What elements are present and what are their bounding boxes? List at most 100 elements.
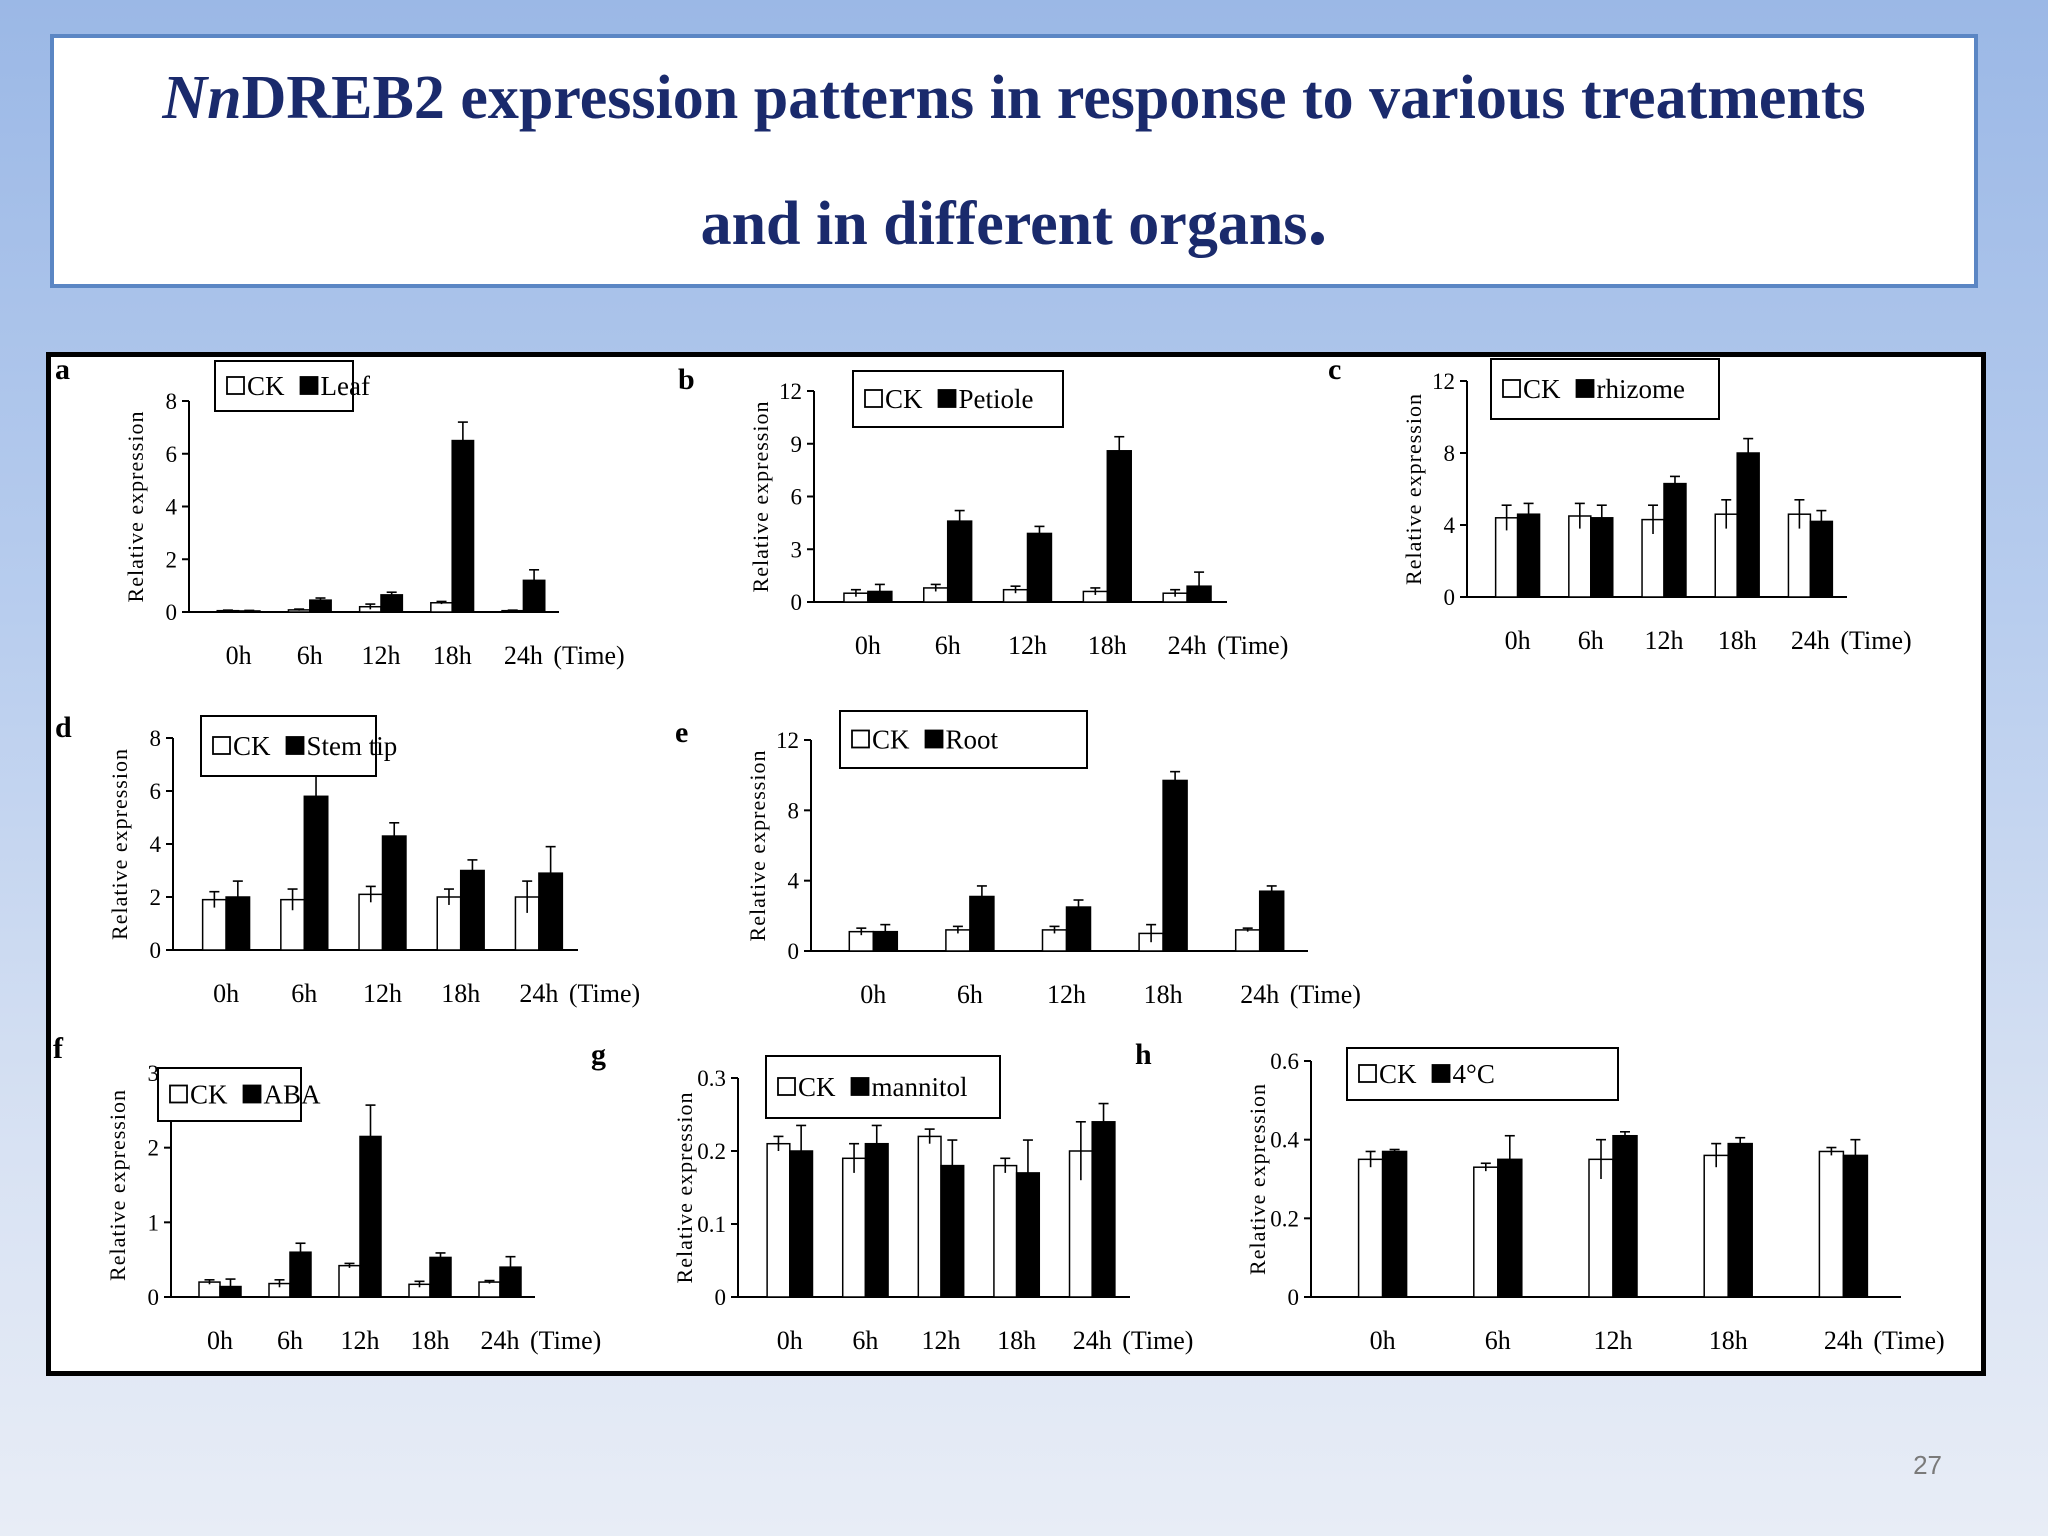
panel-d-y-tick-label: 6 — [150, 779, 162, 804]
panel-e-legend-swatch-ck — [851, 729, 870, 749]
panel-d-legend-swatch-ck — [212, 736, 231, 755]
panel-d-bar-treatment — [381, 835, 407, 951]
panel-e-x-tick-label: 12h — [1047, 980, 1086, 1009]
panel-f-legend-swatch-treatment — [242, 1084, 262, 1104]
panel-a-x-tick-label: 0h — [226, 641, 252, 670]
panel-b-y-axis-title: Relative expression — [748, 401, 773, 593]
panel-c-bar-treatment — [1736, 452, 1760, 598]
panel-a: a 0 2 4 6 8 Relative expression 0h 6h 12h 18h 24h (T… — [55, 357, 625, 670]
panel-g-letter: g — [591, 1038, 606, 1071]
panel-c-y-axis-title: Relative expression — [1401, 393, 1426, 585]
panel-e-y-axis-title: Relative expression — [745, 750, 770, 942]
panel-c-legend-label-ck: CK — [1523, 374, 1561, 404]
panel-e-x-tick-label: 18h — [1144, 980, 1183, 1009]
panel-h-x-tick-label: 18h — [1709, 1326, 1748, 1355]
panel-c-y-tick-label: 4 — [1444, 513, 1456, 538]
panel-d: d 0 2 4 6 8 Relative expression 0h 6h 12h 18h 24h (T… — [55, 711, 640, 1008]
panel-d-y-tick-label: 8 — [150, 726, 162, 751]
panel-d-x-tick-label: 12h — [363, 979, 402, 1008]
panel-f-x-tick-label: 6h — [277, 1326, 303, 1355]
panel-d-y-tick-label: 4 — [150, 832, 162, 857]
panel-g-bar-ck — [993, 1164, 1018, 1298]
panel-g-y-tick-label: 0.3 — [697, 1066, 726, 1091]
panel-f-x-tick-label: 18h — [411, 1326, 450, 1355]
panel-f-y-tick-label: 3 — [148, 1061, 160, 1086]
panel-b-bar-treatment — [1026, 532, 1053, 603]
panel-e-y-tick-label: 4 — [788, 869, 800, 894]
panel-g-y-tick-label: 0 — [715, 1285, 727, 1310]
panel-h-bar-ck — [1703, 1154, 1729, 1298]
panel-d-x-tick-label: 0h — [213, 979, 239, 1008]
panel-g-bar-ck — [841, 1157, 867, 1298]
title-gene-prefix: Nn — [162, 64, 242, 132]
panel-e-bar-ck — [1234, 929, 1261, 952]
panel-a-letter: a — [55, 357, 70, 386]
panel-g-x-tick-label: 12h — [922, 1326, 961, 1355]
panel-a-y-axis-title: Relative expression — [123, 411, 148, 603]
panel-a-y-tick-label: 6 — [166, 442, 178, 467]
title-line-1: NnDREB2 expression patterns in response … — [162, 38, 1865, 158]
panel-c-y-tick-label: 8 — [1444, 441, 1456, 466]
panel-b-x-axis-title: (Time) — [1217, 631, 1288, 660]
panel-g-legend-swatch-ck — [777, 1077, 796, 1096]
panel-h-bar-ck — [1357, 1158, 1384, 1298]
panel-g-y-tick-label: 0.2 — [697, 1139, 726, 1164]
panel-a-y-tick-label: 4 — [166, 495, 178, 520]
panel-b-y-tick-label: 12 — [779, 379, 802, 404]
panel-b-x-tick-label: 12h — [1008, 631, 1047, 660]
panel-e-bar-treatment — [1258, 890, 1285, 952]
panel-b-legend-label-ck: CK — [885, 384, 923, 414]
panel-a-bar-treatment — [451, 439, 475, 613]
panel-a-y-tick-label: 8 — [166, 389, 178, 414]
panel-a-x-tick-label: 6h — [297, 641, 323, 670]
panel-b-letter: b — [678, 363, 695, 396]
panel-a-x-tick-label: 18h — [433, 641, 472, 670]
slide-number: 27 — [1913, 1450, 1942, 1480]
panel-f-legend-label-treatment: ABA — [264, 1080, 322, 1110]
panel-f-x-tick-label: 12h — [341, 1326, 380, 1355]
panel-f-legend-label-ck: CK — [190, 1080, 228, 1110]
panel-a-bar-ck — [430, 602, 453, 613]
panel-e-x-tick-label: 6h — [957, 980, 983, 1009]
panel-g-x-tick-label: 18h — [997, 1326, 1036, 1355]
panel-e-y-tick-label: 0 — [788, 939, 800, 964]
panel-h-bar-ck — [1473, 1166, 1499, 1298]
panel-b-y-tick-label: 6 — [791, 485, 803, 510]
panel-a-x-tick-label: 24h — [504, 641, 543, 670]
panel-c-legend-box — [1490, 358, 1720, 420]
panel-h-x-tick-label: 12h — [1594, 1326, 1633, 1355]
panel-h-bar-treatment — [1842, 1154, 1869, 1298]
panel-h-bar-treatment — [1727, 1142, 1753, 1298]
panel-h-legend-label-ck: CK — [1379, 1059, 1417, 1089]
panel-h-y-tick-label: 0.4 — [1270, 1128, 1299, 1153]
panel-f-x-tick-label: 0h — [207, 1326, 233, 1355]
panel-d-x-axis-title: (Time) — [569, 979, 640, 1008]
slide-title: NnDREB2 expression patterns in response … — [50, 34, 1978, 288]
panel-b-x-tick-label: 24h — [1168, 631, 1207, 660]
panel-h-y-axis-title: Relative expression — [1245, 1083, 1270, 1275]
panel-b-y-tick-label: 0 — [791, 590, 803, 615]
panel-e-letter: e — [675, 716, 688, 749]
panel-g-y-tick-label: 0.1 — [697, 1212, 726, 1237]
panel-h-y-tick-label: 0.6 — [1270, 1049, 1299, 1074]
panel-f-y-tick-label: 2 — [148, 1136, 160, 1161]
panel-d-legend-label-ck: CK — [233, 731, 271, 761]
panel-h-x-tick-label: 24h — [1824, 1326, 1863, 1355]
panel-g-bar-treatment — [1091, 1121, 1116, 1298]
panel-h-y-tick-label: 0.2 — [1270, 1206, 1299, 1231]
panel-e-x-tick-label: 0h — [860, 980, 886, 1009]
panel-b-legend-box — [852, 370, 1064, 428]
panel-g-x-tick-label: 24h — [1073, 1326, 1112, 1355]
panel-g-x-tick-label: 6h — [852, 1326, 878, 1355]
panel-g-x-axis-title: (Time) — [1122, 1326, 1193, 1355]
panel-h-letter: h — [1135, 1038, 1152, 1071]
panel-b-legend-swatch-ck — [864, 389, 883, 408]
panel-h-x-axis-title: (Time) — [1873, 1326, 1944, 1355]
panel-c-x-tick-label: 12h — [1645, 626, 1684, 655]
panel-h-bar-treatment — [1381, 1150, 1408, 1298]
panel-g-bar-ck — [917, 1135, 942, 1298]
